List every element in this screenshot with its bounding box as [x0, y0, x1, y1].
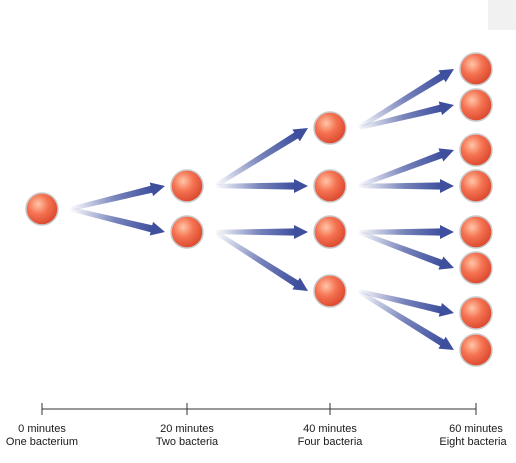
- axis-tick-1: 20 minutes Two bacteria: [156, 403, 219, 448]
- bacterium-cell-3-4: [459, 215, 493, 249]
- bacterium-cell-1-0: [170, 169, 204, 203]
- division-arrow-2-4: [358, 225, 454, 239]
- division-arrow-1-0: [213, 128, 308, 188]
- bacterium-cell-2-2: [313, 215, 347, 249]
- tick-time-1: 20 minutes: [160, 423, 214, 435]
- division-arrow-2-0: [356, 68, 455, 130]
- tick-time-0: 0 minutes: [18, 423, 66, 435]
- division-arrow-1-3: [213, 230, 308, 291]
- division-arrow-2-1: [357, 101, 454, 131]
- bacteria-cells: [25, 52, 493, 367]
- bacterium-cell-3-3: [459, 169, 493, 203]
- bacterium-cell-3-5: [459, 251, 493, 285]
- division-arrows: [69, 68, 455, 351]
- division-arrow-1-1: [215, 179, 308, 193]
- division-arrow-2-6: [357, 288, 455, 317]
- tick-time-3: 60 minutes: [449, 423, 503, 435]
- division-arrow-1-2: [215, 225, 308, 239]
- division-arrow-2-2: [357, 148, 455, 189]
- bacterium-cell-1-1: [170, 215, 204, 249]
- bacterium-cell-3-7: [459, 333, 493, 367]
- tick-label-2: Four bacteria: [298, 436, 364, 448]
- corner-patch: [488, 0, 516, 30]
- bacterium-cell-2-3: [313, 274, 347, 308]
- time-axis: 0 minutes One bacterium 20 minutes Two b…: [6, 403, 508, 448]
- bacterium-cell-3-6: [459, 296, 493, 330]
- tick-time-2: 40 minutes: [303, 423, 357, 435]
- division-arrow-2-3: [358, 179, 454, 193]
- bacterium-cell-0-0: [25, 192, 59, 226]
- bacterium-cell-3-1: [459, 88, 493, 122]
- bacterium-cell-2-0: [313, 111, 347, 145]
- division-arrow-0-0: [69, 182, 166, 212]
- axis-tick-2: 40 minutes Four bacteria: [298, 403, 364, 448]
- division-arrow-2-7: [356, 289, 455, 351]
- bacterium-cell-2-1: [313, 169, 347, 203]
- division-arrow-0-1: [69, 206, 166, 236]
- tick-label-1: Two bacteria: [156, 436, 219, 448]
- axis-tick-3: 60 minutes Eight bacteria: [439, 403, 508, 448]
- division-arrow-2-5: [357, 229, 455, 270]
- tick-label-3: Eight bacteria: [439, 436, 507, 448]
- bacterium-cell-3-2: [459, 133, 493, 167]
- axis-tick-0: 0 minutes One bacterium: [6, 403, 78, 448]
- tick-label-0: One bacterium: [6, 436, 78, 448]
- bacterium-cell-3-0: [459, 52, 493, 86]
